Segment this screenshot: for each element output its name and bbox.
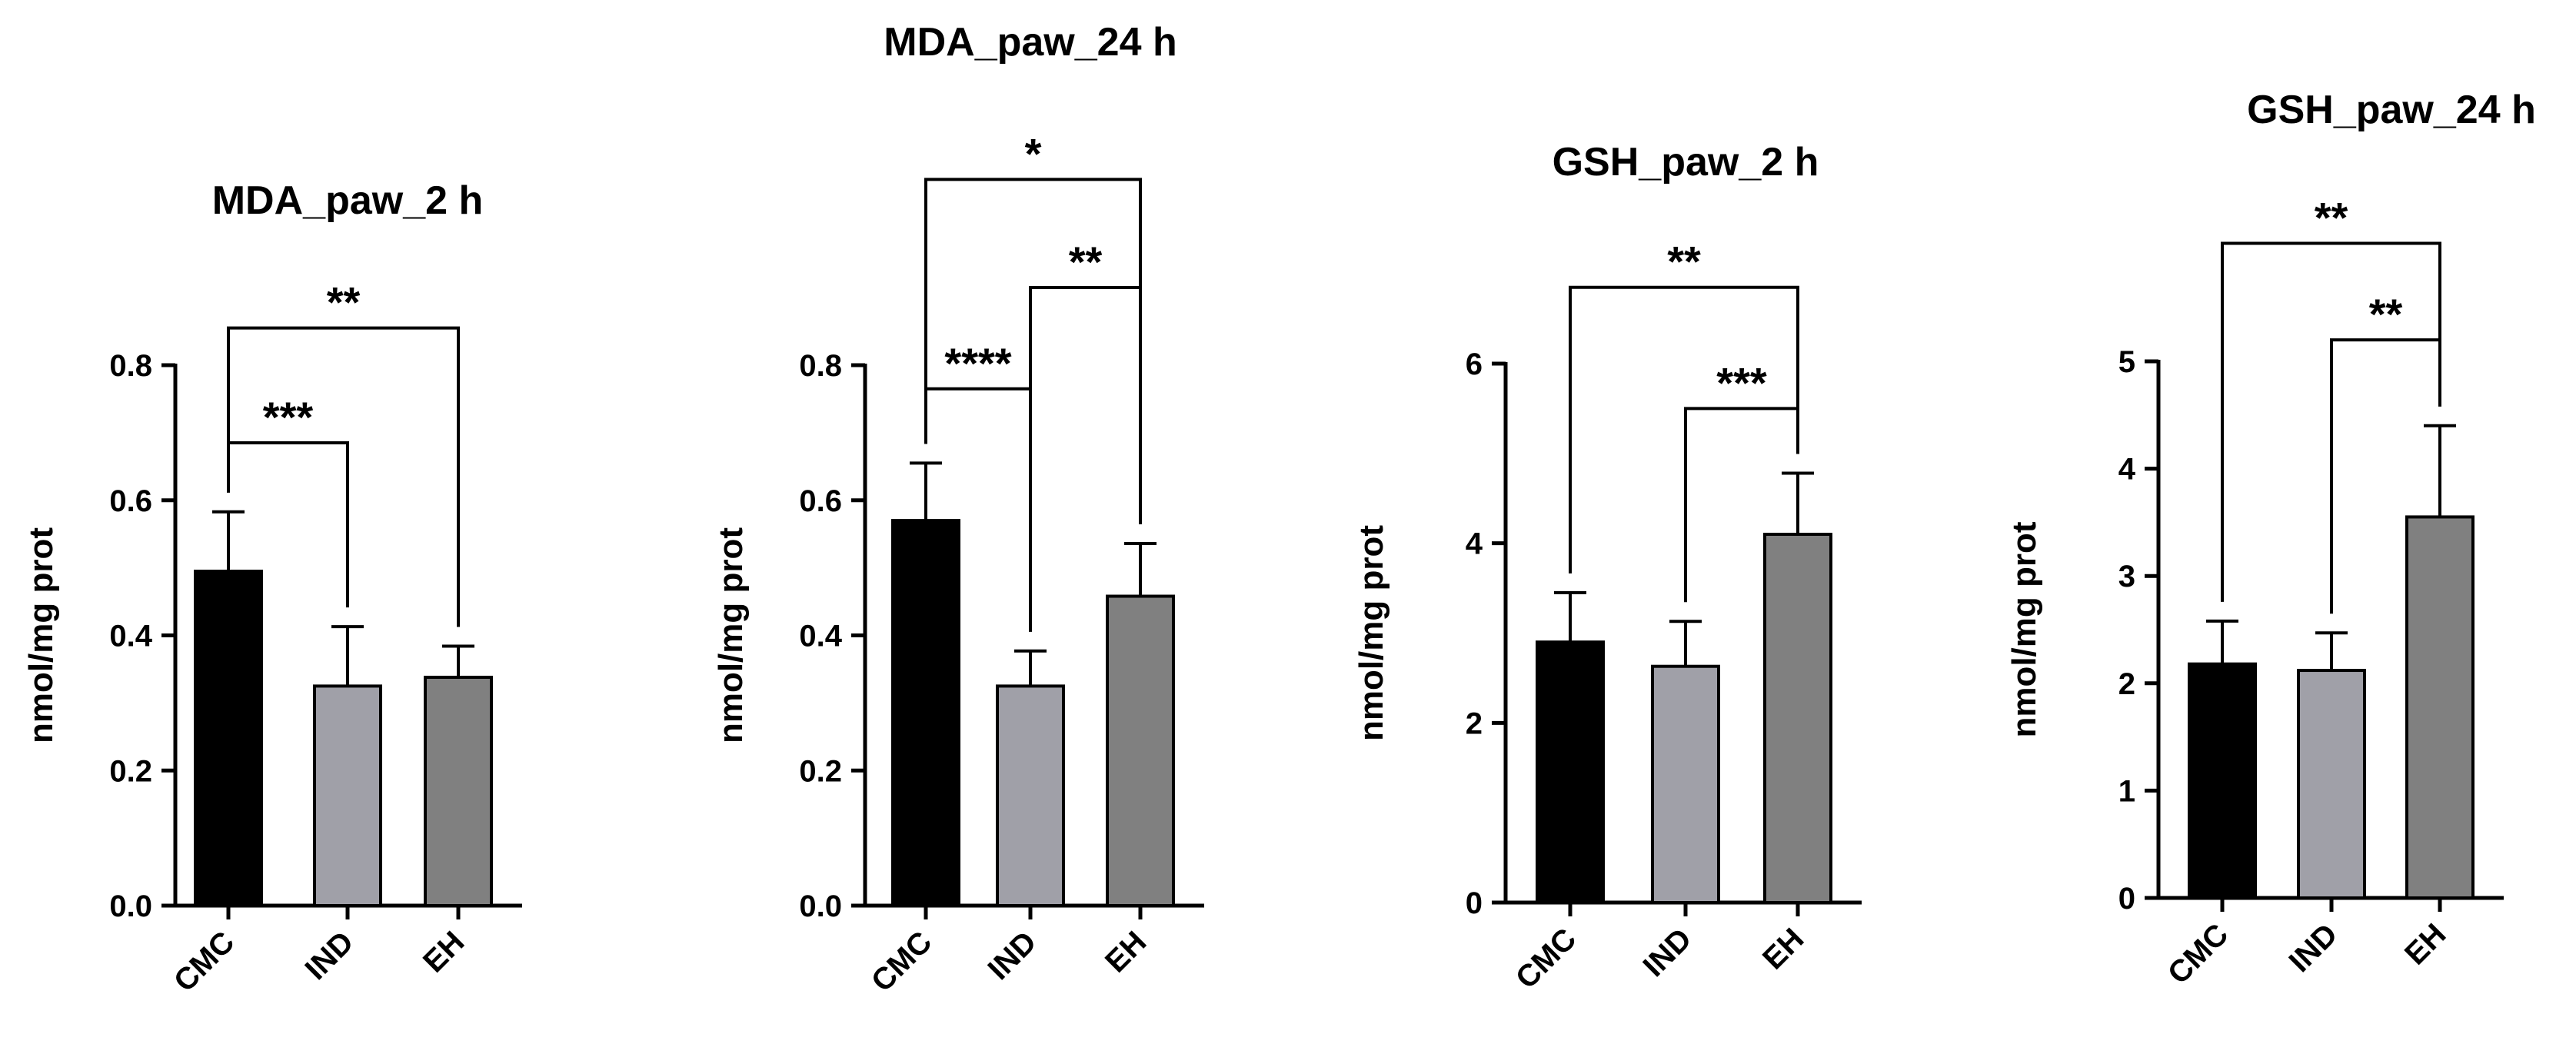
panel3-ytick-label: 4 xyxy=(1466,527,1483,561)
panel3-bar-eh xyxy=(1763,532,1832,904)
panel3-ytick-label: 6 xyxy=(1466,347,1483,381)
panel2-bar-cmc xyxy=(891,519,960,907)
panel1-xtick-label-eh: EH xyxy=(417,925,471,979)
panel4-ytick-label: 5 xyxy=(2118,345,2135,379)
panel3-ytick-label: 0 xyxy=(1466,886,1483,920)
panel3-bar-cmc xyxy=(1536,640,1605,905)
panel1-bar-ind xyxy=(313,684,382,907)
panel4-title: GSH_paw_24 h xyxy=(2247,88,2536,132)
panel2-ytick-label: 0.6 xyxy=(799,484,842,518)
panel1-ytick-label: 0.8 xyxy=(109,349,152,383)
panel4-sig-label-2: ** xyxy=(2315,193,2348,241)
panel1-ytick-label: 0.0 xyxy=(109,889,152,923)
panel2-xtick-label-ind: IND xyxy=(982,925,1043,986)
panel1-xtick-label-cmc: CMC xyxy=(168,925,241,999)
panel4-ytick-label: 3 xyxy=(2118,560,2135,593)
panel2-ylabel: nmol/mg prot xyxy=(712,527,750,743)
panel2-sig-label-1: **** xyxy=(944,339,1011,387)
panel4-sig-bracket-2 xyxy=(2221,241,2441,602)
panel1-sig-bracket-2 xyxy=(227,326,460,627)
panel2-title: MDA_paw_24 h xyxy=(884,20,1177,65)
panel3-bar-ind xyxy=(1651,664,1720,904)
panel4-bar-ind xyxy=(2297,669,2366,899)
panel1-ylabel: nmol/mg prot xyxy=(22,527,60,743)
panel4-ytick-label: 0 xyxy=(2118,882,2135,916)
panel4-bar-cmc xyxy=(2188,662,2257,899)
panel4-xtick-label-eh: EH xyxy=(2398,917,2452,971)
panel4-ylabel: nmol/mg prot xyxy=(2005,521,2043,737)
panel4-ytick-label: 2 xyxy=(2118,667,2135,701)
panel3-xtick-label-cmc: CMC xyxy=(1509,922,1583,996)
panel3-ylabel: nmol/mg prot xyxy=(1353,525,1390,741)
panel4-xtick-label-cmc: CMC xyxy=(2162,917,2235,991)
panel3-xtick-label-eh: EH xyxy=(1756,922,1810,976)
panel3-ytick-label: 2 xyxy=(1466,707,1483,740)
panel4-bar-eh xyxy=(2405,515,2474,899)
panel3-title: GSH_paw_2 h xyxy=(1553,140,1819,185)
panel2-sig-label-2: ** xyxy=(1069,238,1103,286)
panel1-bar-cmc xyxy=(194,570,263,907)
panel1-ytick-label: 0.4 xyxy=(109,620,152,653)
panel1-ytick-label: 0.6 xyxy=(109,484,152,518)
panel1-title: MDA_paw_2 h xyxy=(212,178,484,223)
panel1-bar-eh xyxy=(424,675,493,907)
panel2-sig-bracket-2 xyxy=(1029,285,1142,632)
panel2-xtick-label-eh: EH xyxy=(1099,925,1153,979)
panel4-ytick-label: 1 xyxy=(2118,774,2135,808)
panel1-xtick-label-ind: IND xyxy=(299,925,361,986)
panel2-bar-eh xyxy=(1106,594,1175,907)
panel3-sig-label-1: *** xyxy=(1716,358,1767,407)
panel2-sig-label-3: * xyxy=(1025,129,1042,178)
panel4-sig-label-1: ** xyxy=(2369,290,2403,338)
panel2-ytick-label: 0.8 xyxy=(799,349,842,383)
panel1-ytick-label: 0.2 xyxy=(109,754,152,788)
panel3-sig-bracket-2 xyxy=(1569,285,1799,574)
panel3-xtick-label-ind: IND xyxy=(1637,922,1699,983)
panel1-sig-label-2: ** xyxy=(327,278,361,327)
panel1-sig-label-1: *** xyxy=(263,393,314,441)
panel2-xtick-label-cmc: CMC xyxy=(865,925,939,999)
panel4-ytick-label: 4 xyxy=(2118,453,2136,487)
panel2-sig-bracket-3 xyxy=(924,178,1142,524)
panel2-ytick-label: 0.0 xyxy=(799,889,842,923)
panel3-sig-label-2: ** xyxy=(1667,238,1701,286)
panel2-bar-ind xyxy=(996,684,1065,907)
panel4-xtick-label-ind: IND xyxy=(2283,917,2345,979)
panel2-ytick-label: 0.2 xyxy=(799,754,842,788)
panel2-ytick-label: 0.4 xyxy=(799,620,842,653)
